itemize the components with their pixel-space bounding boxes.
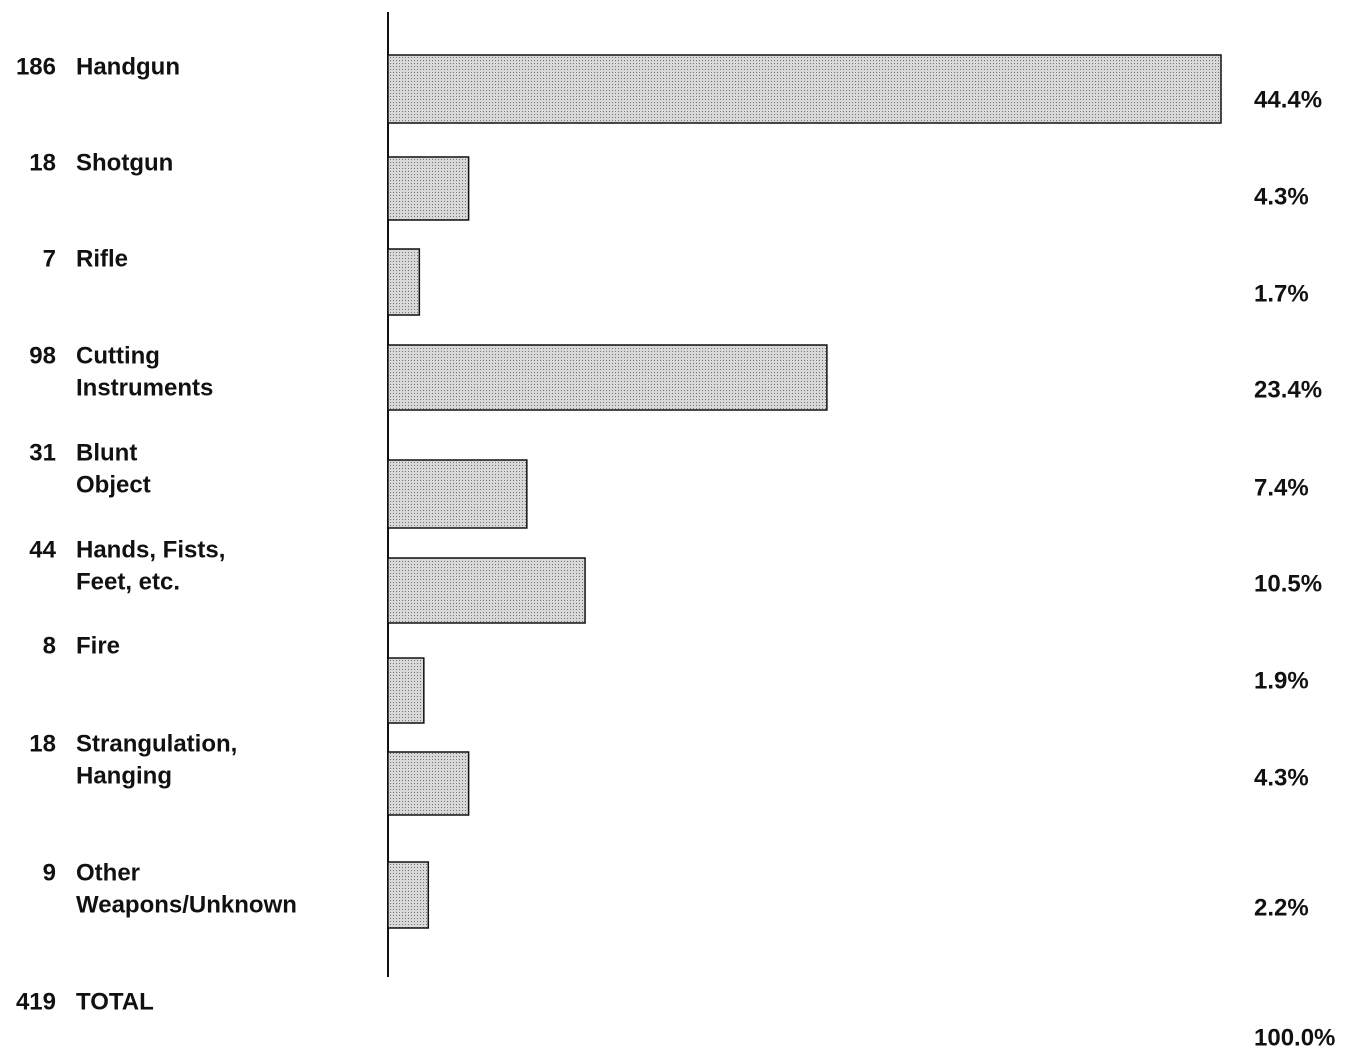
bar [387,751,470,816]
category-label: Shotgun [76,149,173,176]
bar [387,54,1222,124]
category-label: Hanging [76,762,172,789]
category-label: Fire [76,632,120,659]
percentage-label: 1.9% [1254,667,1309,694]
bar [387,861,430,929]
count-label: 8 [43,632,56,659]
percentage-label: 10.5% [1254,570,1322,597]
total-label: TOTAL [76,988,154,1015]
percentage-label: 4.3% [1254,764,1309,791]
count-label: 9 [43,859,56,886]
percentage-label: 4.3% [1254,183,1309,210]
category-label: Feet, etc. [76,568,180,595]
total-percentage: 100.0% [1254,1024,1335,1049]
bar [387,557,586,624]
category-label: Object [76,471,151,498]
count-label: 18 [29,149,56,176]
category-label: Hands, Fists, [76,536,225,563]
count-label: 18 [29,730,56,757]
category-label: Blunt [76,439,137,466]
category-label: Cutting [76,342,160,369]
percentage-label: 7.4% [1254,474,1309,501]
bar [387,657,425,724]
category-label: Other [76,859,140,886]
count-label: 7 [43,245,56,272]
count-label: 31 [29,439,56,466]
category-label: Weapons/Unknown [76,891,297,918]
percentage-label: 23.4% [1254,376,1322,403]
percentage-label: 44.4% [1254,86,1322,113]
bar [387,344,828,411]
count-label: 44 [29,536,56,563]
count-label: 186 [16,53,56,80]
category-label: Strangulation, [76,730,237,757]
bar [387,459,528,529]
category-label: Rifle [76,245,128,272]
percentage-label: 1.7% [1254,280,1309,307]
category-label: Instruments [76,374,213,401]
percentage-label: 2.2% [1254,894,1309,921]
category-label: Handgun [76,53,180,80]
bar [387,248,421,316]
count-label: 98 [29,342,56,369]
bar [387,156,470,221]
total-count: 419 [16,988,56,1015]
